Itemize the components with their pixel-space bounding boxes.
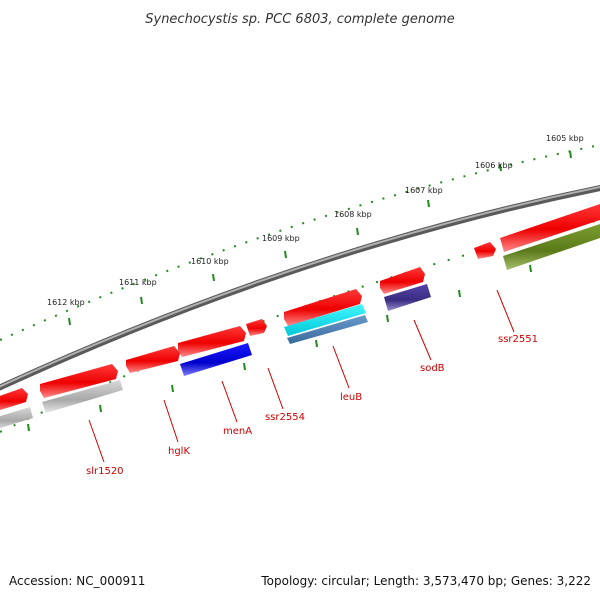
tick-1609 [284,250,287,259]
inner-tick [99,404,102,413]
gene-label-slr1520[interactable]: slr1520 [86,466,124,477]
gene-feature-menA[interactable] [180,343,252,376]
leader-ssr2554 [267,367,284,410]
kbp-label-1607: 1607 kbp [405,186,443,195]
tick-1606 [499,163,502,172]
gene-label-sodB[interactable]: sodB [420,363,445,374]
gene-feature-sodB[interactable] [384,284,431,311]
tick-1612 [68,317,71,326]
kbp-label-1612: 1612 kbp [47,298,85,307]
leader-hglK [163,399,179,443]
leader-leuB [332,345,350,389]
gene-feature[interactable] [126,346,180,373]
tick-1610 [212,273,215,282]
leader-ssr2551 [496,289,515,333]
leader-sodB [413,319,432,361]
inner-tick [27,423,30,432]
genome-backbone-highlight [0,186,600,388]
kbp-label-1609: 1609 kbp [262,234,300,243]
inner-tick [315,339,318,348]
gene-label-menA[interactable]: menA [223,426,252,437]
label-leaders [88,289,515,463]
outer-strand-features [0,202,600,412]
gene-feature-gray[interactable] [0,407,33,430]
gene-feature[interactable] [178,326,246,357]
kbp-label-1606: 1606 kbp [475,161,513,170]
inner-major-ticks [27,264,532,432]
gene-feature[interactable] [40,364,118,398]
gene-feature-leuB[interactable] [284,304,366,336]
gene-feature-gray[interactable] [42,380,123,413]
accession-text: Accession: NC_000911 [9,574,146,588]
gene-label-hglK[interactable]: hglK [168,446,190,457]
inner-tick [171,384,174,393]
inner-strand-features [0,222,600,430]
gene-feature[interactable] [284,289,362,326]
outer-major-ticks [68,150,572,326]
gene-feature[interactable] [474,242,496,259]
tick-1611 [140,296,143,305]
inner-tick [458,289,461,298]
gene-label-leuB[interactable]: leuB [340,392,362,403]
gene-label-ssr2551[interactable]: ssr2551 [498,334,538,345]
gene-label-ssr2554[interactable]: ssr2554 [265,412,305,423]
topology-text: Topology: circular; Length: 3,573,470 bp… [261,574,591,588]
gene-feature[interactable] [500,202,600,252]
kbp-label-1611: 1611 kbp [119,278,157,287]
kbp-label-1610: 1610 kbp [191,257,229,266]
kbp-label-1605: 1605 kbp [546,134,584,143]
inner-tick [529,264,532,273]
gene-feature-olive[interactable] [503,222,600,270]
gene-feature[interactable] [246,319,267,336]
gene-feature[interactable] [380,267,425,294]
tick-1607 [427,199,430,208]
tick-1605 [569,150,572,159]
leader-slr1520 [88,419,105,463]
inner-tick [243,362,246,371]
gene-feature[interactable] [0,388,28,412]
map-title: Synechocystis sp. PCC 6803, complete gen… [145,12,454,27]
leader-menA [221,380,238,423]
gene-feature-leuB-shadow[interactable] [287,315,368,344]
kbp-label-1608: 1608 kbp [334,210,372,219]
genome-backbone [0,184,600,391]
tick-1608 [356,227,359,236]
inner-tick [386,314,389,323]
